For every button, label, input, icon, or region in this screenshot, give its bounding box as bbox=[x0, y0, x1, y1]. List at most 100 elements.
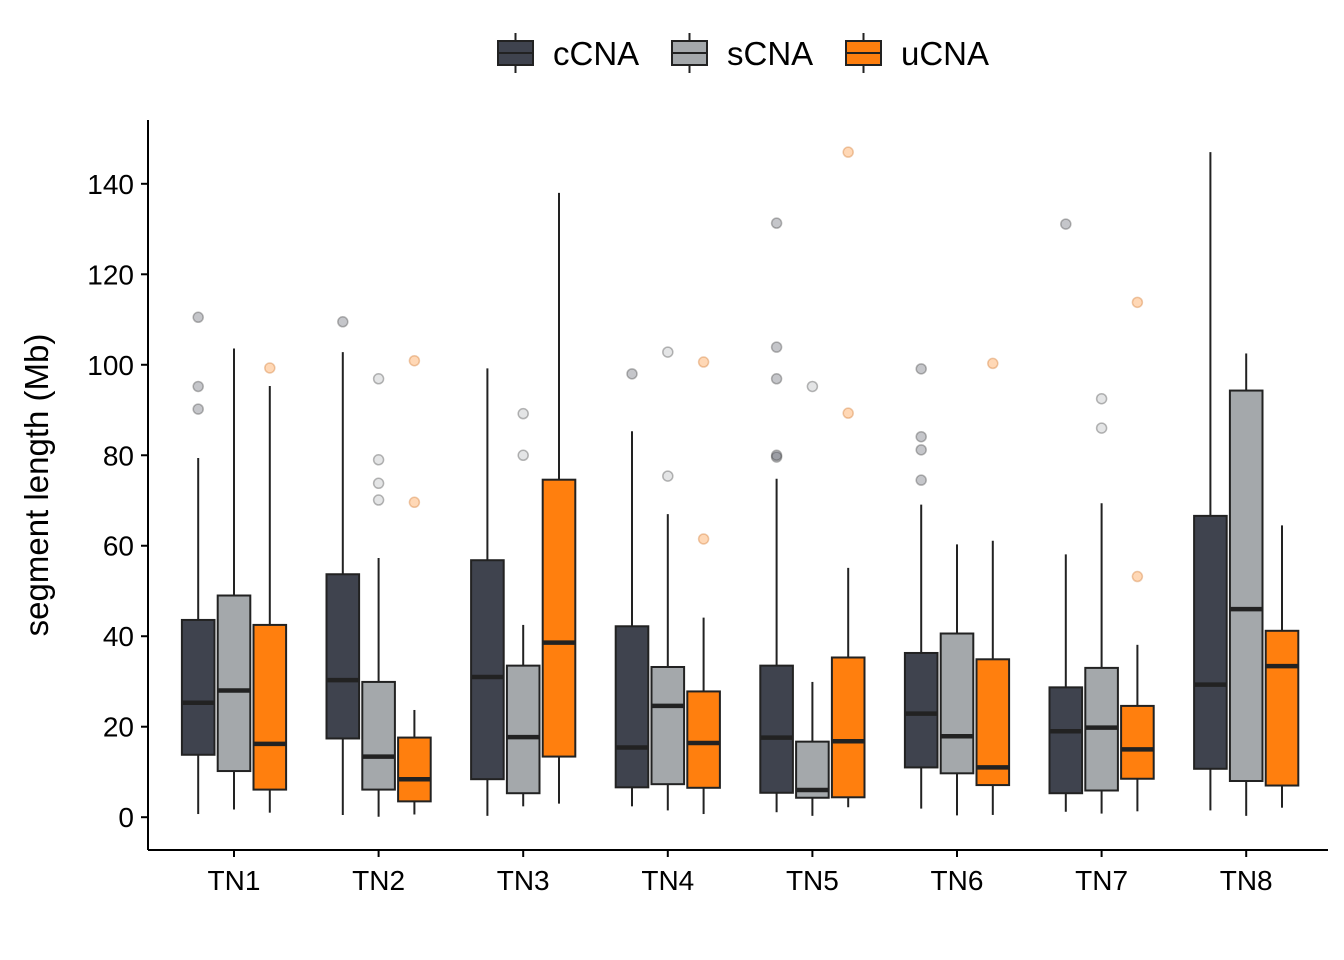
outlier-point bbox=[842, 407, 854, 419]
outlier-point bbox=[770, 341, 783, 353]
outlier-point bbox=[517, 449, 529, 462]
outlier-point bbox=[192, 403, 204, 415]
y-tick-label: 80 bbox=[103, 440, 134, 471]
legend-label: cCNA bbox=[553, 35, 639, 72]
outlier-point bbox=[372, 477, 385, 490]
y-tick-label: 60 bbox=[103, 531, 134, 562]
outlier-point bbox=[842, 146, 854, 158]
box-body bbox=[759, 664, 794, 794]
box-ucna-tn6 bbox=[975, 357, 1011, 815]
outlier-point bbox=[192, 380, 204, 393]
box-body bbox=[1120, 704, 1155, 780]
outlier-point bbox=[1131, 296, 1144, 309]
legend-entry-ucna: uCNA bbox=[845, 33, 989, 73]
box-body bbox=[975, 658, 1011, 787]
outlier-point bbox=[770, 451, 783, 463]
outlier-point bbox=[1095, 392, 1108, 405]
x-tick-label: TN6 bbox=[931, 865, 984, 896]
outlier-point bbox=[337, 316, 349, 328]
y-tick-label: 20 bbox=[103, 712, 134, 743]
legend-label: sCNA bbox=[727, 35, 813, 72]
y-tick-label: 140 bbox=[87, 169, 134, 200]
outlier-point bbox=[915, 444, 927, 456]
box-body bbox=[650, 665, 686, 786]
outlier-point bbox=[1131, 570, 1144, 583]
box-body bbox=[361, 680, 396, 791]
y-tick-label: 100 bbox=[87, 350, 134, 381]
outlier-point bbox=[372, 494, 385, 506]
box-ccna-tn6 bbox=[903, 363, 939, 809]
box-body bbox=[939, 632, 975, 775]
outlier-point bbox=[806, 380, 819, 393]
box-body bbox=[614, 625, 650, 789]
legend-label: uCNA bbox=[901, 35, 989, 72]
box-ccna-tn2 bbox=[325, 316, 361, 815]
y-axis: 0 20 40 60 80 100 120 140 bbox=[87, 120, 149, 850]
box-ucna-tn4 bbox=[686, 356, 721, 815]
y-tick-label: 120 bbox=[87, 259, 134, 290]
outlier-point bbox=[915, 474, 927, 486]
outlier-point bbox=[987, 357, 999, 370]
x-tick-label: TN8 bbox=[1220, 865, 1273, 896]
box-body bbox=[903, 651, 939, 769]
box-body bbox=[541, 478, 577, 758]
outlier-point bbox=[372, 454, 385, 466]
box-body bbox=[216, 594, 252, 773]
box-ccna-tn1 bbox=[180, 311, 216, 815]
y-axis-title: segment length (Mb) bbox=[18, 334, 55, 637]
box-body bbox=[397, 736, 432, 803]
box-body bbox=[252, 623, 288, 791]
box-ccna-tn5 bbox=[759, 217, 794, 813]
box-ccna-tn8 bbox=[1193, 152, 1228, 811]
series-scna bbox=[216, 346, 1264, 817]
outlier-point bbox=[770, 449, 783, 462]
box-scna-tn2 bbox=[361, 373, 396, 817]
box-ucna-tn1 bbox=[252, 362, 288, 813]
box-scna-tn3 bbox=[505, 407, 541, 807]
y-tick-label: 40 bbox=[103, 621, 134, 652]
box-body bbox=[1228, 389, 1264, 783]
box-body bbox=[505, 664, 541, 795]
box-ucna-tn8 bbox=[1264, 525, 1300, 808]
x-tick-label: TN3 bbox=[497, 865, 550, 896]
outlier-point bbox=[770, 217, 783, 229]
box-ucna-tn5 bbox=[830, 146, 866, 808]
box-ccna-tn4 bbox=[614, 368, 650, 807]
series-ccna bbox=[180, 152, 1228, 816]
plot-area bbox=[180, 146, 1300, 817]
outlier-point bbox=[408, 354, 421, 367]
box-body bbox=[1048, 686, 1084, 795]
box-body bbox=[1264, 629, 1300, 787]
x-tick-label: TN7 bbox=[1075, 865, 1128, 896]
box-ucna-tn7 bbox=[1120, 296, 1155, 812]
outlier-point bbox=[697, 533, 710, 545]
outlier-point bbox=[697, 356, 710, 368]
outlier-point bbox=[1095, 422, 1108, 434]
outlier-point bbox=[662, 346, 674, 358]
outlier-point bbox=[915, 430, 927, 443]
box-ucna-tn2 bbox=[397, 354, 432, 815]
box-ucna-tn3 bbox=[541, 192, 577, 804]
outlier-point bbox=[408, 496, 421, 509]
x-tick-label: TN1 bbox=[208, 865, 261, 896]
series-ucna bbox=[252, 146, 1300, 815]
legend-entry-scna: sCNA bbox=[671, 33, 813, 73]
box-body bbox=[830, 656, 866, 799]
legend-entry-ccna: cCNA bbox=[497, 33, 639, 73]
x-tick-label: TN2 bbox=[352, 865, 405, 896]
x-tick-label: TN4 bbox=[641, 865, 694, 896]
outlier-point bbox=[372, 373, 385, 385]
outlier-point bbox=[662, 470, 674, 482]
box-scna-tn8 bbox=[1228, 353, 1264, 816]
outlier-point bbox=[915, 363, 927, 375]
outlier-point bbox=[770, 373, 783, 385]
box-body bbox=[180, 618, 216, 756]
box-ccna-tn3 bbox=[470, 368, 505, 816]
box-body bbox=[470, 559, 505, 781]
box-scna-tn7 bbox=[1084, 392, 1119, 814]
box-scna-tn4 bbox=[650, 346, 686, 811]
box-body bbox=[686, 690, 721, 789]
outlier-point bbox=[626, 368, 638, 380]
box-scna-tn1 bbox=[216, 348, 252, 810]
